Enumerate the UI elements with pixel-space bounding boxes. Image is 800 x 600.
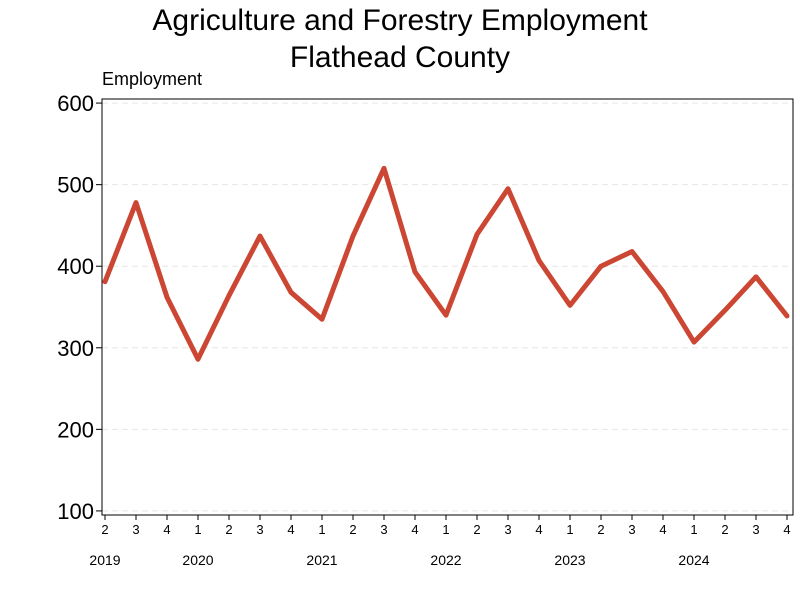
series-line: [102, 165, 790, 362]
data-point: [598, 264, 604, 269]
data-point: [474, 232, 480, 237]
y-tick-label: 100: [57, 499, 94, 524]
data-point: [660, 289, 666, 294]
x-tick-label: 3: [256, 522, 263, 537]
data-point: [319, 317, 325, 322]
chart-subtitle: Flathead County: [289, 41, 511, 74]
x-tick-label: 2: [721, 522, 728, 537]
x-tick-label: 2: [473, 522, 480, 537]
year-label: 2019: [89, 552, 120, 568]
x-tick-label: 1: [690, 522, 697, 537]
data-point: [288, 290, 294, 295]
plot-frame: [101, 98, 794, 516]
x-axis: 2 3 4 1 2 3 4 1 2 3 4 1 2 3 4 1 2 3 4 1 2 3 4 2019 2020 2021 2022 2…: [89, 515, 791, 568]
x-tick-label: 4: [659, 522, 666, 537]
chart-title-block: Agriculture and Forestry Employment Flat…: [0, 2, 800, 76]
x-tick-label: 3: [504, 522, 511, 537]
series-group: [102, 165, 790, 362]
y-tick-label: 300: [57, 336, 94, 361]
x-tick-label: 4: [535, 522, 542, 537]
data-point: [505, 186, 511, 191]
y-tick-label: 400: [57, 254, 94, 279]
year-label: 2023: [554, 552, 585, 568]
data-point: [753, 274, 759, 280]
data-point: [226, 293, 232, 298]
data-point: [691, 339, 697, 345]
data-point: [629, 249, 635, 254]
data-point: [164, 295, 170, 300]
x-tick-label: 1: [194, 522, 201, 537]
y-axis: 100 200 300 400 500 600: [57, 91, 102, 524]
x-tick-label: 3: [380, 522, 387, 537]
y-tick-label: 200: [57, 417, 94, 442]
year-label: 2024: [678, 552, 709, 568]
x-tick-label: 2: [597, 522, 604, 537]
year-label: 2022: [430, 552, 461, 568]
data-point: [195, 357, 201, 362]
chart-title: Agriculture and Forestry Employment: [152, 4, 648, 37]
x-tick-label: 4: [163, 522, 170, 537]
x-tick-label: 4: [411, 522, 418, 537]
data-point: [412, 269, 418, 275]
year-label: 2020: [182, 552, 213, 568]
x-tick-label: 2: [225, 522, 232, 537]
data-point: [257, 233, 263, 239]
x-tick-label: 2: [349, 522, 356, 537]
x-tick-label: 3: [752, 522, 759, 537]
x-tick-label: 2: [101, 522, 108, 537]
data-point: [350, 233, 356, 239]
gridlines: [102, 102, 793, 512]
x-tick-label: 3: [132, 522, 139, 537]
x-tick-label: 4: [287, 522, 294, 537]
data-point: [784, 313, 790, 319]
data-point: [567, 303, 573, 308]
y-axis-title: Employment: [102, 69, 202, 89]
x-tick-label: 1: [318, 522, 325, 537]
data-point: [443, 312, 449, 318]
y-tick-label: 500: [57, 173, 94, 198]
data-point: [102, 279, 108, 284]
y-tick-label: 600: [57, 91, 94, 116]
data-point: [381, 166, 387, 171]
data-point: [133, 200, 139, 205]
data-point: [536, 258, 542, 263]
x-tick-label: 3: [628, 522, 635, 537]
x-tick-label: 4: [783, 522, 790, 537]
data-point: [722, 308, 728, 313]
x-tick-label: 1: [566, 522, 573, 537]
x-tick-label: 1: [442, 522, 449, 537]
year-label: 2021: [306, 552, 337, 568]
